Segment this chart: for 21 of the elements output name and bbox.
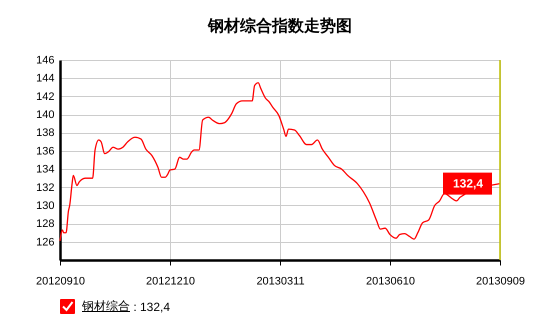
annotation: 132,4 (452, 176, 484, 191)
x-tick-label: 20130610 (366, 276, 415, 288)
y-tick-label: 142 (36, 90, 54, 103)
y-tick-label: 128 (36, 218, 54, 230)
x-tick-label: 20121210 (146, 276, 195, 288)
line-series (59, 82, 501, 242)
legend-label: 钢材综合 (82, 298, 130, 315)
y-tick-label: 146 (36, 54, 54, 66)
x-tick-label: 20130311 (256, 276, 305, 288)
text: : 132,4 (132, 300, 170, 314)
y-tick-label: 134 (36, 164, 54, 176)
y-tick-label: 136 (36, 145, 54, 158)
x-tick-label: 20120910 (36, 276, 85, 288)
y-tick-label: 138 (36, 127, 54, 140)
y-tick-label: 144 (36, 72, 54, 85)
chart-title: 钢材综合指数走势图 (207, 17, 352, 35)
y-tick-label: 140 (36, 109, 54, 122)
x-tick-label: 20130909 (476, 276, 525, 288)
y-tick-label: 126 (36, 236, 54, 248)
y-tick-label: 130 (36, 200, 54, 212)
y-tick-label: 132 (36, 182, 54, 194)
